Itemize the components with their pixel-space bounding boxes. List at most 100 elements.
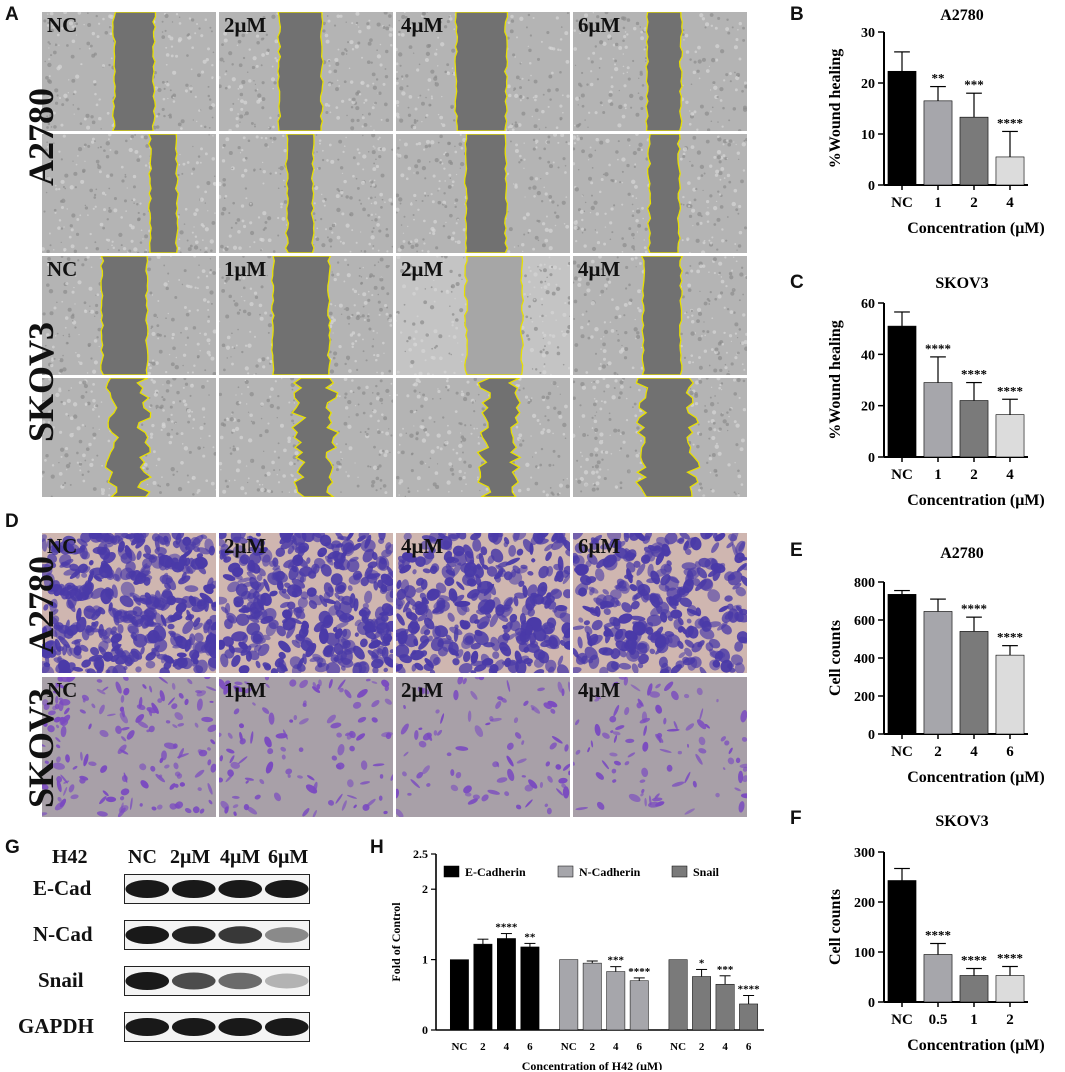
significance-label: **** bbox=[738, 984, 761, 996]
image-condition-label: 2μM bbox=[224, 534, 267, 558]
x-tick-label: NC bbox=[670, 1041, 686, 1053]
chart-title: A2780 bbox=[940, 545, 984, 562]
x-tick-label: 1 bbox=[970, 1012, 978, 1028]
bar bbox=[995, 654, 1025, 735]
chart-c-skov3-wound-healing: SKOV3 %Wound healing 0 20 40 60 NC **** 1 **** 2 **… bbox=[827, 275, 1045, 509]
panel-letter-b: B bbox=[790, 4, 804, 25]
legend-label: Snail bbox=[693, 865, 720, 879]
bar bbox=[923, 954, 953, 1003]
wb-cell-line-label: H42 bbox=[52, 846, 88, 868]
panel-letter-h: H bbox=[370, 837, 384, 858]
y-tick-label: 0 bbox=[868, 728, 875, 743]
x-tick-label: 4 bbox=[1006, 195, 1014, 211]
image-condition-label: 2μM bbox=[401, 678, 444, 702]
x-tick-label: 1 bbox=[934, 195, 942, 211]
y-tick-label: 300 bbox=[854, 846, 875, 861]
bar bbox=[959, 400, 989, 458]
wound-image-r1-c4: 6μM bbox=[573, 12, 747, 131]
wound-image-r1-c2: 2μM bbox=[219, 12, 393, 131]
bar bbox=[923, 611, 953, 735]
y-tick-label: 0 bbox=[422, 1023, 428, 1037]
x-tick-label: NC bbox=[561, 1041, 577, 1053]
bar bbox=[887, 325, 917, 458]
transwell-image-skov3-c1: NC bbox=[42, 677, 216, 817]
significance-label: **** bbox=[997, 951, 1023, 966]
wound-image-r1-c3: 4μM bbox=[396, 12, 570, 131]
image-condition-label: NC bbox=[47, 13, 78, 37]
chart-f-skov3-cell-counts: SKOV3 Cell counts 0 100 200 300 NC **** 0.5 **** 1… bbox=[827, 813, 1045, 1054]
image-condition-label: 4μM bbox=[578, 678, 621, 702]
panel-a-row-label-a2780: A2780 bbox=[21, 88, 61, 186]
wb-band bbox=[264, 880, 309, 898]
significance-label: *** bbox=[608, 955, 625, 967]
wound-image-r2-c1 bbox=[42, 134, 216, 253]
image-condition-label: 2μM bbox=[401, 257, 444, 281]
wb-band bbox=[264, 927, 309, 943]
x-tick-label: 2 bbox=[699, 1041, 705, 1053]
wb-band bbox=[171, 1018, 216, 1036]
bar bbox=[715, 983, 735, 1031]
bar bbox=[473, 943, 493, 1031]
panel-letter-a: A bbox=[5, 4, 19, 25]
bar bbox=[668, 959, 688, 1031]
significance-label: ** bbox=[524, 931, 536, 943]
panel-letter-e: E bbox=[790, 540, 803, 561]
wb-band bbox=[218, 880, 263, 898]
x-axis-label: Concentration (μM) bbox=[907, 492, 1044, 509]
x-tick-label: 4 bbox=[613, 1041, 619, 1053]
x-tick-label: 4 bbox=[722, 1041, 728, 1053]
wound-image-r2-c3 bbox=[396, 134, 570, 253]
bar bbox=[959, 116, 989, 186]
wound-image-r4-c3 bbox=[396, 378, 570, 497]
wb-row-label-ncad: N-Cad bbox=[33, 922, 93, 946]
significance-label: * bbox=[699, 957, 705, 969]
y-tick-label: 20 bbox=[861, 400, 875, 415]
x-tick-label: 0.5 bbox=[929, 1012, 948, 1028]
x-tick-label: NC bbox=[891, 195, 913, 211]
wb-band bbox=[125, 880, 170, 898]
bar bbox=[449, 959, 469, 1031]
image-condition-label: 1μM bbox=[224, 257, 267, 281]
wound-image-r4-c2 bbox=[219, 378, 393, 497]
x-tick-label: NC bbox=[891, 467, 913, 483]
bar bbox=[887, 594, 917, 735]
panel-letter-f: F bbox=[790, 808, 802, 829]
panel-a-wound-images: NC 2μM 4μM 6μM NC 1μM 2μM 4μM A2780 SKOV3 bbox=[21, 12, 752, 497]
x-tick-label: 6 bbox=[637, 1041, 643, 1053]
significance-label: *** bbox=[717, 964, 734, 976]
x-axis-label: Concentration (μM) bbox=[907, 1037, 1044, 1054]
legend-swatch bbox=[557, 865, 574, 878]
x-tick-label: 4 bbox=[504, 1041, 510, 1053]
significance-label: **** bbox=[961, 367, 987, 382]
wb-blot-strip-gapdh bbox=[124, 1012, 310, 1042]
wound-image-r2-c2 bbox=[219, 134, 393, 253]
y-tick-label: 2 bbox=[422, 882, 428, 896]
x-tick-label: 2 bbox=[970, 467, 978, 483]
significance-label: **** bbox=[997, 383, 1023, 398]
x-tick-label: NC bbox=[891, 1012, 913, 1028]
y-tick-label: 800 bbox=[854, 576, 875, 591]
transwell-image-skov3-c3: 2μM bbox=[396, 677, 570, 817]
bar bbox=[995, 414, 1025, 458]
chart-title: A2780 bbox=[940, 7, 984, 24]
wb-band bbox=[264, 973, 309, 989]
panel-letter-g: G bbox=[5, 837, 20, 858]
wb-lane-label-6um: 6μM bbox=[268, 846, 309, 868]
wb-row-label-ecad: E-Cad bbox=[33, 876, 92, 900]
wb-blot-strip-snail bbox=[124, 966, 310, 996]
wb-band bbox=[171, 972, 216, 990]
significance-label: **** bbox=[961, 953, 987, 968]
wb-band bbox=[125, 926, 170, 944]
wb-row-label-snail: Snail bbox=[38, 968, 84, 992]
y-tick-label: 0 bbox=[868, 451, 875, 466]
y-axis-label: %Wound healing bbox=[827, 49, 844, 169]
bar bbox=[520, 946, 540, 1031]
bar bbox=[923, 382, 953, 458]
x-axis-label: Concentration of H42 (μM) bbox=[522, 1059, 662, 1070]
y-tick-label: 1 bbox=[422, 953, 428, 967]
x-tick-label: 2 bbox=[934, 744, 942, 760]
y-tick-label: 2.5 bbox=[413, 847, 428, 861]
chart-b-a2780-wound-healing: A2780 %Wound healing 0 10 20 30 NC ** 1 *** 2 **** 4… bbox=[827, 7, 1045, 237]
transwell-image-a2780-c3: 4μM bbox=[396, 533, 570, 673]
